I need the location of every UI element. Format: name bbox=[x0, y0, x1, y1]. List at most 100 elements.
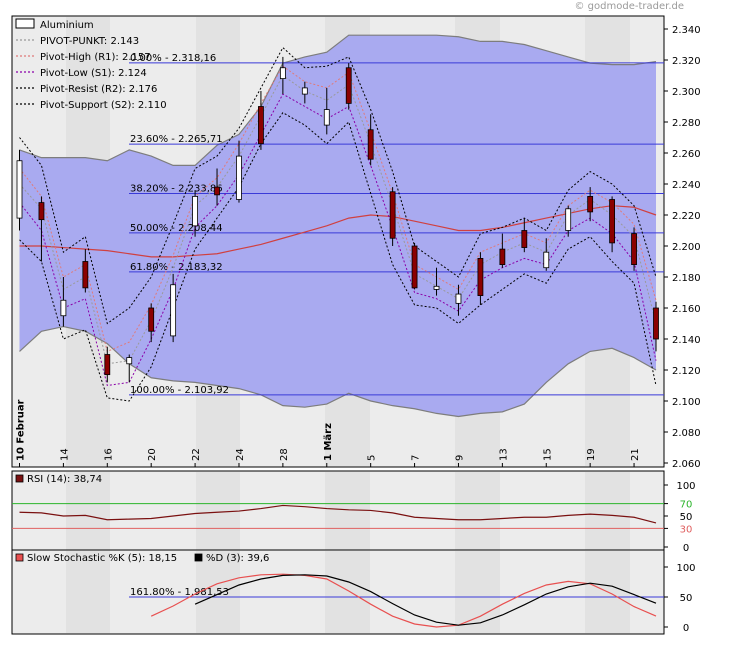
pivot-point-line bbox=[19, 74, 657, 365]
legend-label: Pivot-Resist (R2): 2.176 bbox=[40, 84, 157, 95]
y-tick-label: 2.060 bbox=[672, 459, 701, 470]
y-tick-label: 2.320 bbox=[672, 56, 701, 67]
candle-body-down bbox=[104, 354, 111, 376]
moving-average-line bbox=[19, 205, 657, 258]
candle-body-up bbox=[565, 208, 572, 231]
candle-body-down bbox=[587, 195, 594, 213]
candle-body-up bbox=[323, 109, 330, 126]
candle-body-down bbox=[148, 307, 155, 332]
candle bbox=[367, 114, 374, 166]
candle-body-up bbox=[60, 299, 67, 317]
legend-label: PIVOT-PUNKT: 2.143 bbox=[40, 36, 139, 47]
week-stripe bbox=[196, 472, 240, 556]
rsi-y-tick-label: 100 bbox=[676, 481, 695, 492]
y-tick-label: 2.140 bbox=[672, 335, 701, 346]
fib-level-label: 100.00% - 2.103,92 bbox=[130, 385, 229, 396]
fib-level-label: 0.00% - 2.318,16 bbox=[130, 53, 216, 64]
y-tick-label: 2.260 bbox=[672, 149, 701, 160]
pivot-high-line bbox=[19, 65, 657, 353]
stoch-y-tick-label: 100 bbox=[676, 563, 695, 574]
rsi-title: RSI (14): 38,74 bbox=[27, 474, 102, 485]
candle bbox=[16, 149, 23, 231]
candle bbox=[631, 227, 637, 271]
y-tick-label: 2.300 bbox=[672, 87, 701, 98]
fib-level-label: 61.80% - 2.183,32 bbox=[130, 262, 223, 273]
candle bbox=[192, 190, 198, 237]
x-tick-label: 10 Februar bbox=[16, 399, 27, 461]
rsi-legend-swatch bbox=[15, 474, 24, 483]
candle-body-down bbox=[38, 202, 45, 221]
x-tick-label: 21 bbox=[630, 448, 641, 461]
candle bbox=[411, 242, 418, 290]
candle bbox=[543, 238, 550, 271]
y-tick-label: 2.340 bbox=[672, 25, 701, 36]
candle bbox=[126, 354, 133, 383]
candle bbox=[148, 303, 155, 343]
week-stripe bbox=[196, 551, 240, 633]
x-tick-label: 1 März bbox=[323, 423, 334, 461]
candle-body-down bbox=[653, 307, 659, 340]
candle-body-up bbox=[236, 155, 242, 200]
x-tick-label: 7 bbox=[411, 455, 422, 461]
rsi-y-tick-label: 30 bbox=[680, 524, 693, 535]
x-tick-label: 5 bbox=[367, 455, 378, 461]
candle bbox=[653, 301, 659, 352]
legend-label: Pivot-Support (S2): 2.110 bbox=[40, 100, 167, 111]
candle bbox=[236, 140, 242, 203]
candle bbox=[389, 187, 396, 246]
candle-body-up bbox=[455, 293, 462, 304]
bollinger-lower-line bbox=[19, 325, 657, 418]
x-tick-label: 22 bbox=[191, 448, 202, 461]
rsi-y-tick-label: 0 bbox=[683, 543, 689, 554]
candle bbox=[170, 273, 177, 343]
stoch-d-line bbox=[194, 574, 657, 626]
y-tick-label: 2.100 bbox=[672, 397, 701, 408]
candle bbox=[214, 168, 220, 206]
fib-level-label: 50.00% - 2.208,44 bbox=[130, 223, 223, 234]
stoch-k-title: Slow Stochastic %K (5): 18,15 bbox=[27, 553, 177, 564]
candle-body-down bbox=[477, 257, 484, 296]
candle bbox=[323, 87, 330, 135]
candle-body-down bbox=[521, 230, 528, 248]
candle-body-up bbox=[170, 284, 177, 337]
legend-label: Aluminium bbox=[40, 20, 94, 31]
candle bbox=[60, 277, 67, 327]
y-tick-label: 2.160 bbox=[672, 304, 701, 315]
candle bbox=[609, 196, 616, 253]
bollinger-upper-line bbox=[19, 34, 657, 166]
candle-body-down bbox=[82, 261, 89, 289]
candle bbox=[104, 346, 111, 383]
x-tick-label: 15 bbox=[542, 448, 553, 461]
candle-body-up bbox=[16, 160, 23, 219]
y-tick-label: 2.120 bbox=[672, 366, 701, 377]
week-stripe bbox=[455, 472, 500, 556]
candle-body-down bbox=[411, 245, 418, 289]
y-tick-label: 2.200 bbox=[672, 242, 701, 253]
x-tick-label: 19 bbox=[586, 448, 597, 461]
legend-label: Pivot-Low (S1): 2.124 bbox=[40, 68, 147, 79]
week-stripe bbox=[66, 551, 110, 633]
x-tick-label: 20 bbox=[147, 448, 158, 461]
candle bbox=[499, 233, 506, 268]
candle bbox=[587, 187, 594, 222]
candle bbox=[82, 249, 89, 293]
candle bbox=[279, 56, 286, 95]
y-tick-label: 2.280 bbox=[672, 118, 701, 129]
candle-body-up bbox=[279, 67, 286, 80]
candle-body-up bbox=[126, 357, 133, 365]
candle bbox=[433, 267, 440, 296]
legend-swatch-box bbox=[15, 18, 35, 29]
y-tick-label: 2.180 bbox=[672, 273, 701, 284]
stoch-d-swatch bbox=[194, 553, 203, 562]
week-stripe bbox=[325, 472, 370, 556]
stoch-d-title: %D (3): 39,6 bbox=[206, 553, 269, 564]
candle-body-up bbox=[192, 195, 198, 227]
candle-body-up bbox=[301, 87, 308, 95]
week-stripe bbox=[455, 551, 500, 633]
y-tick-label: 2.240 bbox=[672, 180, 701, 191]
stoch-y-tick-label: 50 bbox=[680, 593, 693, 604]
week-stripe bbox=[325, 551, 370, 633]
candle-body-down bbox=[367, 129, 374, 160]
x-tick-label: 13 bbox=[498, 448, 509, 461]
